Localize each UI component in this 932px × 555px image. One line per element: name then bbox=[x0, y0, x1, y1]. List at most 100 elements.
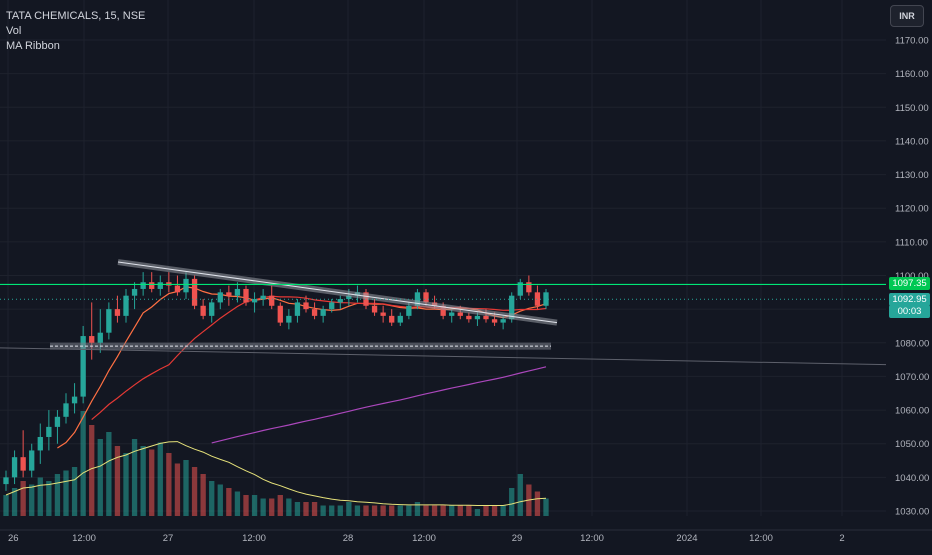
volume-bar bbox=[397, 505, 403, 516]
currency-button[interactable]: INR bbox=[890, 5, 924, 27]
candle-body bbox=[106, 309, 112, 333]
volume-bar bbox=[29, 484, 35, 516]
candle-body bbox=[217, 292, 223, 303]
volume-bar bbox=[37, 477, 43, 516]
volume-bar bbox=[406, 505, 412, 516]
candle-body bbox=[80, 336, 86, 397]
candle-body bbox=[251, 299, 258, 303]
volume-bar bbox=[183, 460, 189, 516]
volume-bar bbox=[157, 442, 163, 516]
candle-body bbox=[11, 457, 18, 478]
volume-bar bbox=[269, 498, 275, 516]
ma-ribbon bbox=[5, 286, 547, 506]
candle-body bbox=[123, 295, 129, 316]
candle-body bbox=[191, 278, 198, 306]
candle-body bbox=[243, 288, 249, 303]
time-tick-label: 12:00 bbox=[242, 533, 266, 544]
price-tick-label: 1070.00 bbox=[895, 372, 929, 383]
time-scale[interactable]: 26 12:00 27 12:00 28 12:00 29 12:00 2024 12:00 2 bbox=[0, 529, 932, 544]
volume-bar bbox=[140, 446, 146, 516]
volume-bar bbox=[449, 505, 455, 516]
candle-body bbox=[20, 457, 26, 471]
volume-bar bbox=[251, 495, 258, 516]
ma-slow-line bbox=[211, 366, 547, 444]
volume-bars bbox=[3, 411, 549, 516]
indicator-ma-ribbon[interactable]: MA Ribbon bbox=[6, 40, 60, 52]
candle-body bbox=[346, 295, 352, 300]
candle-body bbox=[329, 302, 335, 310]
candle-body bbox=[397, 315, 403, 323]
candle-body bbox=[131, 288, 138, 296]
candle-body bbox=[406, 305, 412, 316]
candle-body bbox=[226, 292, 232, 296]
last-price-tag: 1092.95 bbox=[889, 293, 930, 306]
volume-bar bbox=[517, 474, 523, 516]
candle-body bbox=[29, 450, 35, 471]
candle-body bbox=[63, 403, 69, 417]
extended-ray bbox=[0, 347, 887, 366]
candle-body bbox=[526, 282, 532, 293]
volume-bar bbox=[474, 509, 481, 516]
price-tick-label: 1160.00 bbox=[895, 69, 929, 80]
time-tick-label: 12:00 bbox=[749, 533, 773, 544]
volume-bar bbox=[534, 491, 541, 516]
volume-bar bbox=[491, 505, 498, 516]
candles bbox=[3, 272, 549, 491]
drawings[interactable] bbox=[0, 259, 887, 366]
symbol-title[interactable]: TATA CHEMICALS, 15, NSE bbox=[6, 10, 146, 22]
price-tick-label: 1100.00 bbox=[895, 271, 929, 282]
price-tick-label: 1060.00 bbox=[895, 406, 929, 417]
candle-body bbox=[3, 477, 9, 485]
candle-body bbox=[449, 312, 455, 316]
volume-bar bbox=[320, 505, 326, 516]
volume-bar bbox=[217, 484, 223, 516]
candle-body bbox=[457, 312, 463, 316]
candle-body bbox=[440, 305, 446, 316]
volume-bar bbox=[200, 474, 206, 516]
price-tick-label: 1110.00 bbox=[895, 237, 928, 248]
price-tick-label: 1130.00 bbox=[895, 170, 929, 181]
volume-bar bbox=[423, 505, 429, 516]
candle-body bbox=[311, 309, 318, 316]
candle-body bbox=[46, 426, 52, 437]
volume-bar bbox=[483, 505, 489, 516]
candle-body bbox=[157, 282, 163, 289]
candle-body bbox=[97, 332, 103, 343]
indicator-vol[interactable]: Vol bbox=[6, 25, 22, 37]
candle-body bbox=[140, 282, 146, 289]
volume-bar bbox=[380, 505, 386, 516]
volume-bar bbox=[414, 502, 421, 516]
candle-body bbox=[543, 292, 549, 306]
price-tick-label: 1040.00 bbox=[895, 473, 929, 484]
candle-body bbox=[371, 305, 378, 313]
candle-body bbox=[474, 315, 481, 320]
candle-body bbox=[389, 315, 395, 323]
candle-body bbox=[320, 309, 326, 316]
candle-body bbox=[303, 302, 309, 310]
volume-bar bbox=[114, 446, 121, 516]
volume-bar bbox=[97, 439, 103, 516]
candle-body bbox=[294, 302, 301, 316]
volume-bar bbox=[286, 498, 292, 516]
candle-body bbox=[509, 295, 515, 320]
price-tick-label: 1140.00 bbox=[895, 136, 929, 147]
volume-bar bbox=[149, 449, 155, 516]
descending-trendline bbox=[117, 261, 558, 324]
candle-body bbox=[89, 336, 95, 343]
volume-bar bbox=[191, 467, 198, 516]
volume-bar bbox=[71, 467, 78, 516]
volume-bar bbox=[11, 488, 18, 516]
volume-bar bbox=[277, 495, 283, 516]
candle-body bbox=[414, 292, 421, 306]
candle-body bbox=[500, 319, 506, 323]
candle-body bbox=[260, 295, 266, 300]
volume-bar bbox=[80, 411, 86, 516]
candle-body bbox=[466, 315, 472, 320]
candle-body bbox=[71, 396, 78, 404]
volume-bar bbox=[543, 498, 549, 516]
candle-body bbox=[234, 288, 241, 296]
candle-body bbox=[286, 315, 292, 323]
volume-bar bbox=[294, 502, 301, 516]
